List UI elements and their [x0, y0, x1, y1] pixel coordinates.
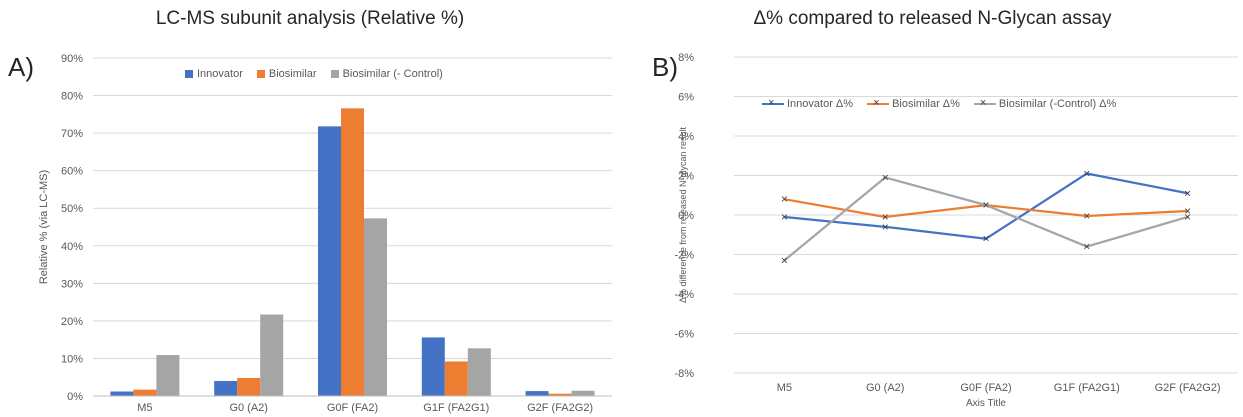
y-tick-label: 10% [61, 353, 83, 365]
y-tick-label: 60% [61, 166, 83, 178]
y-tick-label: 2% [678, 171, 694, 183]
y-tick-label: 8% [678, 52, 694, 64]
x-tick-label: G0F (FA2) [960, 382, 1011, 394]
bar [214, 380, 238, 396]
data-point-marker: × [882, 210, 889, 224]
x-tick-label: M5 [137, 402, 152, 414]
bar [318, 126, 341, 397]
legend-label: Biosimilar (- Control) [342, 68, 443, 80]
legend-line-marker: × [973, 97, 996, 109]
data-point-marker: × [781, 210, 788, 224]
chart-b-title: Δ% compared to released N-Glycan assay [753, 8, 1112, 29]
x-tick-label: G2F (FA2G2) [1155, 382, 1221, 394]
legend-line-marker: × [867, 97, 890, 109]
bar [341, 108, 364, 396]
x-tick-label: G1F (FA2G1) [423, 402, 489, 414]
x-tick-label: M5 [777, 382, 792, 394]
bar [571, 390, 595, 396]
x-tick-label: G0 (A2) [229, 402, 268, 414]
chart-b-legend: × Innovator Δ% × Biosimilar Δ% × Biosimi… [762, 97, 1130, 110]
data-point-marker: × [781, 192, 788, 206]
y-axis-title: Relative % (via LC-MS) [38, 170, 50, 284]
data-point-marker: × [1184, 186, 1191, 200]
bar [110, 391, 134, 396]
series-line [783, 176, 1188, 262]
legend-swatch [185, 70, 193, 78]
chart-a-panel-label: A) [8, 52, 34, 82]
y-tick-label: -6% [674, 329, 694, 341]
legend-label: Biosimilar [268, 68, 317, 80]
y-tick-label: 50% [61, 203, 83, 215]
bar [237, 377, 261, 396]
data-point-marker: × [982, 198, 989, 212]
y-tick-label: -2% [674, 250, 694, 262]
x-axis-title: Axis Title [966, 398, 1006, 409]
y-tick-label: 70% [61, 128, 83, 140]
series-line [784, 172, 1188, 240]
chart-a-title: LC-MS subunit analysis (Relative %) [155, 8, 465, 29]
legend-item-biosimilar: Biosimilar [256, 68, 317, 80]
y-tick-label: 20% [61, 316, 83, 328]
legend-item-biosimilar-delta: × Biosimilar Δ% [867, 97, 960, 110]
y-tick-label: 6% [678, 92, 694, 104]
legend-label: Biosimilar Δ% [892, 98, 960, 110]
legend-item-innovator-delta: × Innovator Δ% [762, 97, 854, 110]
bar [467, 348, 491, 396]
y-tick-label: 30% [61, 278, 83, 290]
y-axis-title: Δ% difference from released N-glycan res… [678, 127, 688, 303]
bar [548, 393, 572, 396]
bar [260, 314, 284, 396]
y-tick-label: 0% [67, 391, 83, 403]
bar [444, 361, 468, 396]
x-tick-label: G0 (A2) [866, 382, 905, 394]
data-point-marker: × [1184, 210, 1191, 224]
data-point-marker: × [982, 232, 989, 246]
bar [525, 391, 549, 396]
data-point-marker: × [1083, 167, 1090, 181]
data-point-marker: × [882, 220, 889, 234]
y-tick-label: 80% [61, 91, 83, 103]
x-tick-label: G1F (FA2G1) [1054, 382, 1120, 394]
chart-a-plot: 0% 10% 20% 30% 40% 50% 60% 70% 80% 90% Relative % … [38, 53, 612, 414]
chart-b-panel-label: B) [652, 52, 678, 82]
bar [421, 337, 445, 396]
bar [364, 218, 387, 396]
chart-b-plot: -8% -6% -4% -2% 0% 2% 4% 6% 8% Δ% difference from… [674, 52, 1238, 409]
legend-swatch [256, 70, 265, 78]
chart-panel-a: LC-MS subunit analysis (Relative %) A) I… [0, 0, 620, 417]
data-point-marker: × [1184, 204, 1191, 218]
chart-a-legend: Innovator Biosimilar Biosimilar (- Contr… [185, 68, 457, 80]
data-point-marker: × [882, 170, 889, 184]
data-point-marker: × [1083, 240, 1090, 254]
x-tick-label: G0F (FA2) [327, 402, 378, 414]
legend-label: Biosimilar (-Control) Δ% [998, 98, 1117, 110]
legend-item-innovator: Innovator [185, 68, 243, 80]
legend-label: Innovator Δ% [787, 98, 854, 110]
y-tick-label: -8% [674, 368, 694, 380]
legend-label: Innovator [197, 68, 243, 80]
legend-swatch [330, 70, 339, 78]
x-tick-label: G2F (FA2G2) [527, 402, 593, 414]
legend-item-biosimilar-control-delta: × Biosimilar (-Control) Δ% [973, 97, 1117, 110]
y-tick-label: 90% [61, 53, 83, 65]
chart-panel-b: Δ% compared to released N-Glycan assay B… [622, 0, 1243, 417]
y-tick-label: 4% [678, 131, 694, 143]
y-tick-label: -4% [674, 289, 694, 301]
legend-item-biosimilar-control: Biosimilar (- Control) [330, 68, 443, 80]
data-point-marker: × [781, 253, 788, 267]
y-tick-label: 0% [678, 210, 694, 222]
bar [156, 355, 180, 396]
data-point-marker: × [1083, 209, 1090, 223]
legend-line-marker: × [762, 97, 784, 109]
bar [133, 389, 157, 396]
y-tick-label: 40% [61, 241, 83, 253]
